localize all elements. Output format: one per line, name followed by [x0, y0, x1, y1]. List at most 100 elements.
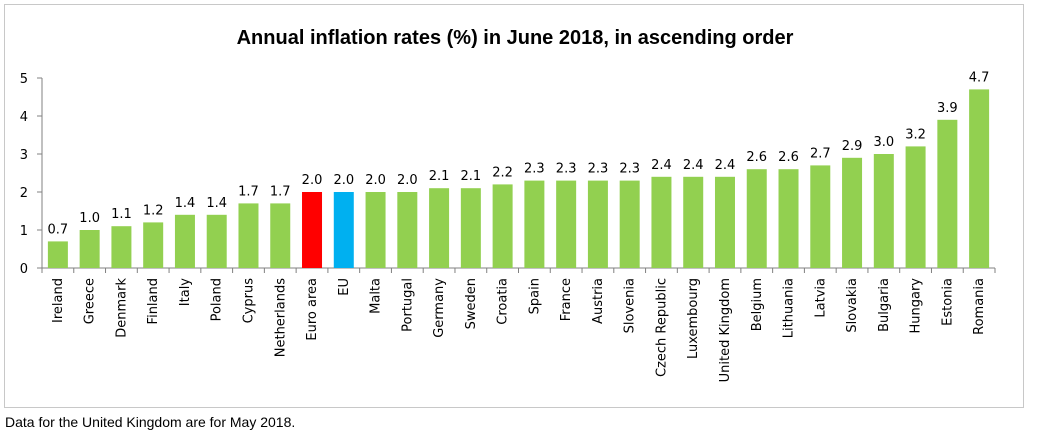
category-label: Malta	[369, 278, 384, 314]
category-label: Germany	[432, 278, 447, 338]
value-label: 0.7	[48, 222, 69, 237]
chart-title: Annual inflation rates (%) in June 2018,…	[236, 27, 794, 49]
bar-greece	[79, 230, 100, 268]
category-label: Austria	[591, 278, 606, 324]
bar-netherlands	[270, 203, 291, 268]
bar-belgium	[746, 169, 767, 268]
bar-hungary	[905, 146, 926, 268]
value-label: 3.2	[905, 127, 926, 142]
bar-poland	[206, 214, 227, 268]
value-label: 1.4	[206, 196, 227, 211]
value-label: 2.0	[397, 173, 418, 188]
value-label: 2.0	[365, 173, 386, 188]
value-label: 2.1	[429, 169, 450, 184]
category-label: Croatia	[496, 278, 511, 325]
category-label: Romania	[972, 278, 987, 335]
bar-finland	[143, 222, 164, 268]
category-label: Luxembourg	[686, 278, 701, 359]
bar-sweden	[460, 188, 481, 268]
category-label: Spain	[527, 278, 542, 314]
value-label: 2.7	[810, 146, 831, 161]
bar-luxembourg	[683, 176, 704, 268]
bar-lithuania	[778, 169, 799, 268]
value-label: 2.3	[556, 162, 577, 177]
value-label: 1.0	[79, 211, 100, 226]
bar-france	[556, 180, 577, 268]
bar-slovakia	[842, 157, 863, 268]
bar-estonia	[937, 119, 958, 268]
category-label: Belgium	[750, 278, 765, 331]
category-label: Netherlands	[273, 278, 288, 357]
bar-germany	[429, 188, 450, 268]
bar-portugal	[397, 192, 418, 268]
value-label: 2.9	[842, 139, 863, 154]
bar-romania	[969, 89, 990, 269]
value-label: 1.7	[270, 184, 291, 199]
value-label: 1.1	[111, 207, 132, 222]
category-label: Slovenia	[623, 278, 638, 333]
value-label: 2.4	[651, 158, 672, 173]
value-label: 2.3	[524, 162, 545, 177]
bar-spain	[524, 180, 545, 268]
category-label: Hungary	[909, 278, 924, 334]
value-label: 2.6	[778, 150, 799, 165]
category-label: United Kingdom	[718, 278, 733, 382]
bar-ireland	[47, 241, 68, 268]
category-label: Sweden	[464, 278, 479, 329]
value-label: 2.2	[492, 165, 513, 180]
category-label: Latvia	[813, 278, 828, 318]
bar-croatia	[492, 184, 513, 268]
bar-slovenia	[619, 180, 640, 268]
bar-bulgaria	[873, 154, 894, 268]
bar-austria	[587, 180, 608, 268]
category-label: Euro area	[305, 278, 320, 341]
value-label: 1.2	[143, 203, 164, 218]
category-label: France	[559, 278, 574, 321]
bar-italy	[174, 214, 195, 268]
category-label: Estonia	[940, 278, 955, 326]
category-label: Bulgaria	[877, 278, 892, 332]
category-label: Italy	[178, 278, 193, 307]
category-label: EU	[337, 278, 352, 296]
category-label: Lithuania	[782, 278, 797, 338]
value-label: 4.7	[969, 70, 990, 85]
value-label: 3.0	[873, 135, 894, 150]
bar-denmark	[111, 226, 132, 268]
value-label: 2.3	[588, 162, 609, 177]
bar-latvia	[810, 165, 831, 268]
value-label: 2.0	[302, 173, 323, 188]
bar-czech-republic	[651, 176, 672, 268]
value-label: 2.4	[683, 158, 704, 173]
bar-euro-area	[302, 192, 323, 268]
category-label: Portugal	[400, 278, 415, 332]
bar-united-kingdom	[714, 176, 735, 268]
bar-eu	[333, 192, 354, 268]
y-tick-label: 0	[20, 262, 28, 277]
y-tick-label: 5	[20, 72, 28, 87]
bar-cyprus	[238, 203, 259, 268]
category-label: Ireland	[51, 278, 66, 323]
value-label: 2.3	[619, 162, 640, 177]
y-tick-label: 3	[20, 148, 28, 163]
category-label: Greece	[83, 278, 98, 324]
y-tick-label: 1	[20, 224, 28, 239]
value-label: 2.4	[715, 158, 736, 173]
category-label: Cyprus	[241, 278, 256, 324]
y-tick-label: 2	[20, 186, 28, 201]
value-label: 2.6	[746, 150, 767, 165]
value-label: 2.1	[461, 169, 482, 184]
value-label: 3.9	[937, 101, 958, 116]
footnote: Data for the United Kingdom are for May …	[5, 414, 296, 430]
chart-frame	[4, 4, 1024, 408]
bar-malta	[365, 192, 386, 268]
value-label: 1.7	[238, 184, 259, 199]
category-label: Denmark	[114, 278, 129, 338]
value-label: 2.0	[333, 173, 354, 188]
category-label: Finland	[146, 278, 161, 324]
value-label: 1.4	[175, 196, 196, 211]
category-label: Czech Republic	[654, 278, 669, 377]
category-label: Poland	[210, 278, 225, 321]
y-tick-label: 4	[20, 110, 28, 125]
category-label: Slovakia	[845, 278, 860, 333]
